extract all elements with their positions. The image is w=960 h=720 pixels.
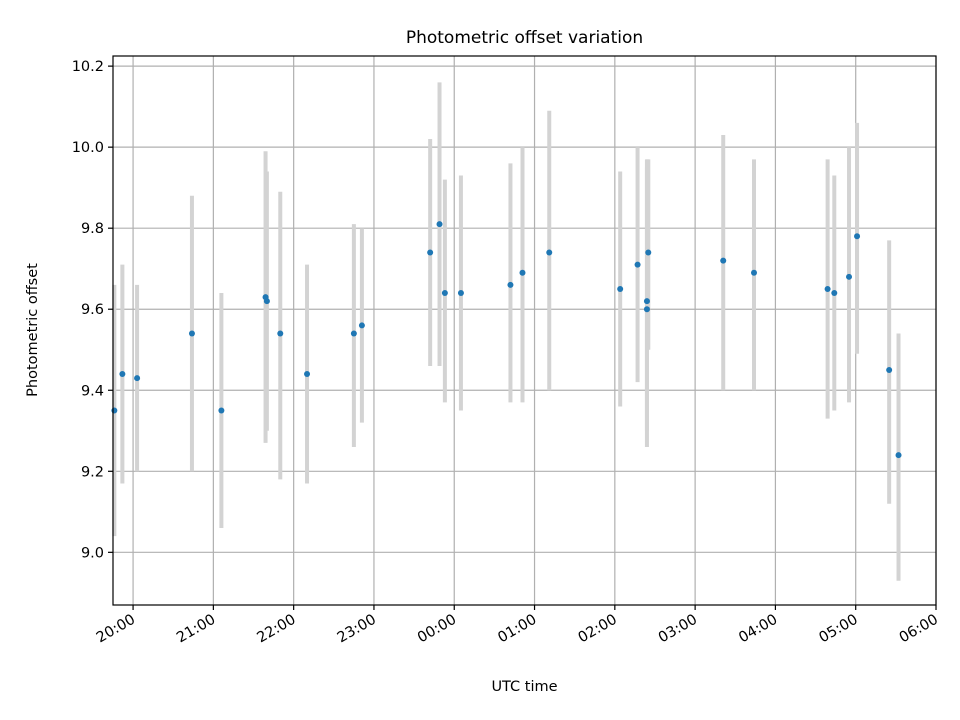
y-tick-label: 9.4 [81, 383, 104, 399]
data-point [427, 249, 434, 256]
y-tick-label: 10.0 [72, 140, 104, 156]
data-point [263, 298, 270, 305]
data-points [111, 221, 902, 459]
data-point [886, 367, 893, 374]
data-point [111, 407, 118, 414]
y-tick-label: 9.2 [81, 464, 104, 480]
data-point [643, 298, 650, 305]
data-point [358, 322, 365, 329]
y-tick-label: 9.6 [81, 302, 104, 318]
data-point [854, 233, 861, 240]
data-point [824, 285, 831, 292]
chart-title: Photometric offset variation [406, 28, 643, 48]
data-point [645, 249, 652, 256]
data-point [720, 257, 727, 264]
data-point [218, 407, 225, 414]
data-point [436, 221, 443, 228]
x-axis-label: UTC time [491, 679, 557, 695]
data-point [519, 269, 526, 276]
data-point [546, 249, 553, 256]
data-point [134, 375, 141, 382]
data-point [350, 330, 357, 337]
y-tick-label: 9.8 [81, 221, 104, 237]
data-point [751, 269, 758, 276]
plot-frame [112, 55, 937, 606]
data-point [304, 371, 311, 378]
data-point [119, 371, 126, 378]
data-point [617, 285, 624, 292]
data-point [634, 261, 641, 268]
data-point [188, 330, 195, 337]
data-point [846, 273, 853, 280]
data-point [895, 452, 902, 459]
y-tick-label: 10.2 [72, 59, 104, 75]
data-point [277, 330, 284, 337]
y-tick-label: 9.0 [81, 545, 104, 561]
data-point [441, 290, 448, 297]
data-point [457, 290, 464, 297]
data-point [507, 281, 514, 288]
data-point [831, 290, 838, 297]
data-point [643, 306, 650, 313]
y-axis-label: Photometric offset [25, 263, 41, 397]
